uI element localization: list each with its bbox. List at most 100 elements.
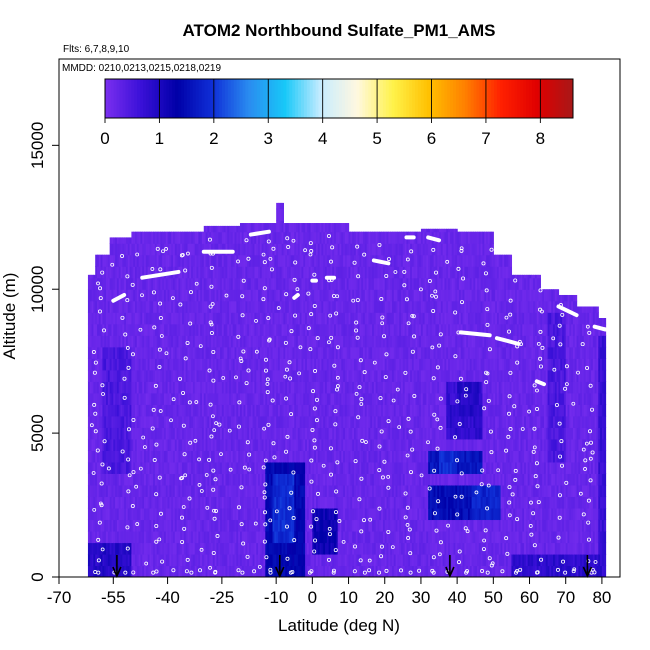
curtain-cell xyxy=(173,519,176,532)
curtain-cell xyxy=(335,565,339,577)
curtain-cell xyxy=(272,231,275,244)
curtain-cell xyxy=(135,323,138,336)
curtain-cell xyxy=(381,289,384,302)
curtain-cell xyxy=(118,300,122,313)
curtain-cell xyxy=(288,223,292,233)
curtain-cell xyxy=(259,519,263,532)
curtain-cell xyxy=(207,335,210,348)
curtain-cell xyxy=(102,335,105,348)
curtain-cell xyxy=(207,289,210,302)
curtain-cell xyxy=(198,289,201,302)
curtain-cell xyxy=(120,335,123,348)
curtain-cell xyxy=(87,507,91,521)
curtain-cell xyxy=(145,542,149,555)
curtain-cell xyxy=(212,323,216,336)
curtain-cell xyxy=(274,381,277,394)
curtain-cell xyxy=(296,484,299,498)
curtain-cell xyxy=(109,392,113,405)
curtain-cell xyxy=(200,346,203,359)
curtain-cell xyxy=(211,381,214,394)
curtain-cell xyxy=(332,289,335,302)
curtain-cell xyxy=(234,404,237,417)
curtain-cell xyxy=(297,346,301,359)
curtain-cell xyxy=(287,404,290,417)
curtain-cell xyxy=(97,266,100,279)
curtain-cell xyxy=(259,231,263,244)
curtain-cell xyxy=(274,392,277,405)
curtain-cell xyxy=(133,496,136,509)
curtain-cell xyxy=(258,223,261,233)
curtain-cell xyxy=(97,369,100,382)
curtain-cell xyxy=(350,289,353,302)
curtain-cell xyxy=(142,496,145,509)
curtain-cell xyxy=(145,565,149,577)
curtain-cell xyxy=(187,530,190,544)
curtain-cell xyxy=(165,427,169,440)
curtain-cell xyxy=(343,392,346,405)
curtain-cell xyxy=(382,266,386,279)
curtain-cell xyxy=(93,461,96,474)
curtain-cell xyxy=(357,312,361,325)
curtain-cell xyxy=(173,450,176,463)
curtain-cell xyxy=(138,530,142,544)
curtain-cell xyxy=(133,266,136,279)
curtain-cell xyxy=(207,427,210,440)
curtain-cell xyxy=(223,542,227,555)
curtain-cell xyxy=(297,450,301,463)
curtain-cell xyxy=(180,530,183,544)
curtain-cell xyxy=(212,542,216,555)
curtain-cell xyxy=(196,254,199,267)
curtain-cell xyxy=(285,346,288,359)
curtain-cell xyxy=(321,392,324,405)
curtain-cell xyxy=(308,530,312,544)
curtain-cell xyxy=(258,323,261,336)
curtain-cell xyxy=(120,438,123,451)
curtain-cell xyxy=(120,300,123,313)
curtain-cell xyxy=(315,289,319,302)
curtain-cell xyxy=(115,496,118,509)
curtain-cell xyxy=(305,507,308,521)
curtain-cell xyxy=(100,266,104,279)
curtain-cell xyxy=(325,404,328,417)
curtain-cell xyxy=(361,243,364,256)
curtain-cell xyxy=(154,323,158,336)
curtain-cell xyxy=(212,496,216,509)
curtain-cell xyxy=(314,473,317,486)
curtain-cell xyxy=(368,312,371,325)
curtain-cell xyxy=(147,277,151,290)
curtain-cell xyxy=(379,392,382,405)
curtain-cell xyxy=(156,300,160,313)
curtain-cell xyxy=(171,473,174,486)
curtain-cell xyxy=(377,358,380,371)
curtain-cell xyxy=(116,300,120,313)
curtain-cell xyxy=(207,231,210,244)
curtain-cell xyxy=(352,231,355,244)
curtain-cell xyxy=(104,530,107,544)
curtain-cell xyxy=(109,300,113,313)
curtain-cell xyxy=(263,392,266,405)
curtain-cell xyxy=(100,519,104,532)
curtain-cell xyxy=(247,300,250,313)
curtain-cell xyxy=(241,507,245,521)
curtain-cell xyxy=(115,473,118,486)
curtain-cell xyxy=(373,289,377,302)
curtain-cell xyxy=(151,335,154,348)
curtain-cell xyxy=(274,530,277,544)
curtain-cell xyxy=(106,450,109,463)
curtain-cell xyxy=(372,553,375,567)
curtain-cell xyxy=(348,346,351,359)
curtain-cell xyxy=(162,427,165,440)
curtain-cell xyxy=(314,404,317,417)
curtain-cell xyxy=(249,277,252,290)
curtain-cell xyxy=(272,266,275,279)
curtain-cell xyxy=(106,358,109,371)
curtain-cell xyxy=(116,553,120,567)
curtain-cell xyxy=(169,519,172,532)
curtain-cell xyxy=(165,553,169,567)
curtain-cell xyxy=(294,300,297,313)
curtain-cell xyxy=(319,300,322,313)
curtain-cell xyxy=(232,358,236,371)
curtain-cell xyxy=(91,323,94,336)
curtain-cell xyxy=(350,277,353,290)
curtain-cell xyxy=(249,484,252,498)
